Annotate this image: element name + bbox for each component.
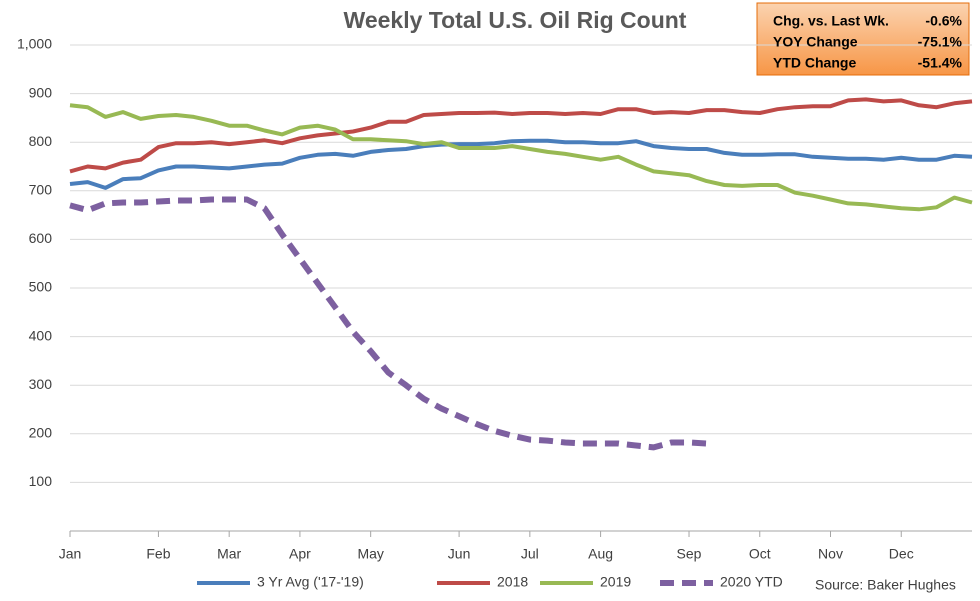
y-tick-label: 900 bbox=[29, 84, 53, 100]
x-tick-label: May bbox=[357, 546, 383, 562]
stat-label: YTD Change bbox=[773, 55, 856, 71]
stat-value: -75.1% bbox=[918, 34, 963, 50]
stat-value: -51.4% bbox=[918, 55, 963, 71]
stat-label: Chg. vs. Last Wk. bbox=[773, 13, 889, 29]
y-tick-label: 800 bbox=[29, 133, 53, 149]
legend-label: 2018 bbox=[497, 574, 528, 590]
x-tick-label: Nov bbox=[818, 546, 843, 562]
y-tick-label: 200 bbox=[29, 425, 53, 441]
series-line bbox=[69, 103, 973, 212]
source: Source: Baker Hughes bbox=[815, 577, 956, 593]
series-line bbox=[69, 97, 973, 174]
y-tick-label: 700 bbox=[29, 182, 53, 198]
x-tick-label: Jul bbox=[521, 546, 539, 562]
x-tick-label: Mar bbox=[217, 546, 241, 562]
x-tick-label: Aug bbox=[588, 546, 613, 562]
y-tick-label: 600 bbox=[29, 230, 53, 246]
x-tick-label: Jan bbox=[59, 546, 82, 562]
x-tick-label: Oct bbox=[749, 546, 771, 562]
series-line bbox=[69, 196, 707, 451]
x-tick-label: Dec bbox=[889, 546, 914, 562]
series-line bbox=[69, 138, 973, 190]
y-tick-label: 500 bbox=[29, 279, 53, 295]
legend-label: 2020 YTD bbox=[720, 574, 783, 590]
chart-title: Weekly Total U.S. Oil Rig Count bbox=[344, 7, 687, 33]
x-tick-label: Apr bbox=[289, 546, 311, 562]
x-tick-label: Feb bbox=[146, 546, 170, 562]
y-tick-label: 400 bbox=[29, 327, 53, 343]
x-tick-label: Sep bbox=[677, 546, 702, 562]
x-tick-label: Jun bbox=[448, 546, 471, 562]
stat-label: YOY Change bbox=[773, 34, 858, 50]
y-tick-label: 300 bbox=[29, 376, 53, 392]
legend-label: 2019 bbox=[600, 574, 631, 590]
legend-label: 3 Yr Avg ('17-'19) bbox=[257, 574, 364, 590]
stat-value: -0.6% bbox=[925, 13, 962, 29]
y-tick-label: 1,000 bbox=[17, 36, 52, 52]
stats-box bbox=[756, 2, 970, 76]
y-tick-label: 100 bbox=[29, 473, 53, 489]
